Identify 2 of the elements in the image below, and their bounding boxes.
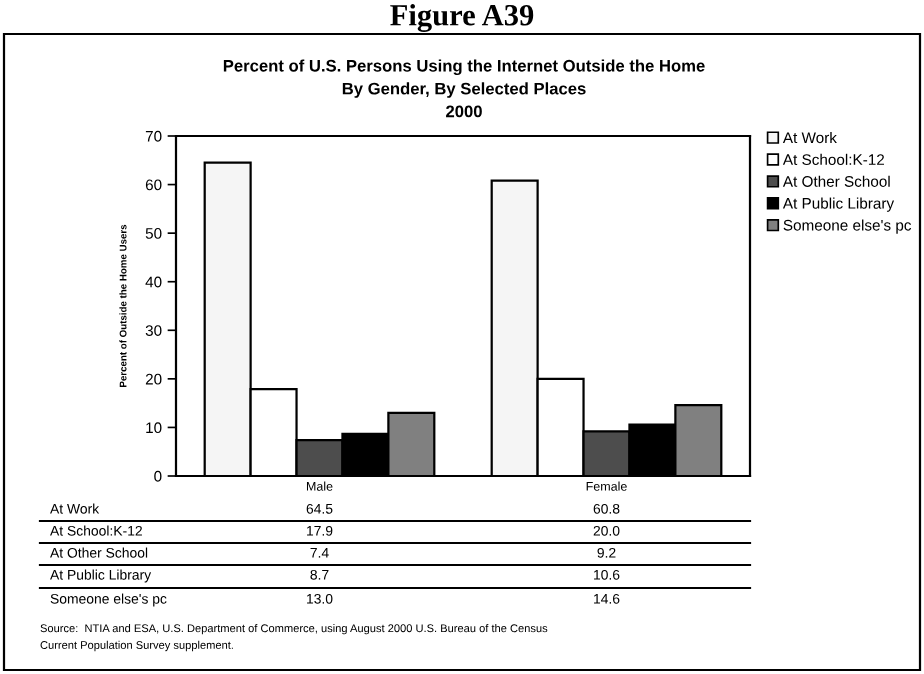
chart-subtitle: Percent of U.S. Persons Using the Internet Outside the Home By Gender, By Selected Places 2000	[223, 59, 705, 118]
chart-title: Figure A39	[390, 4, 534, 32]
